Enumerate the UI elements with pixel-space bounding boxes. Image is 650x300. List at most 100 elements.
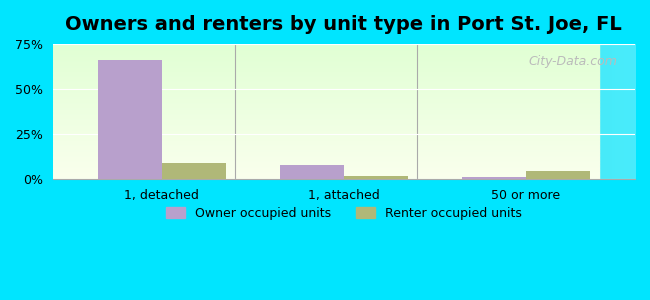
Bar xyxy=(53,128,599,129)
Bar xyxy=(53,176,599,177)
Bar xyxy=(53,131,599,132)
Bar xyxy=(53,143,599,144)
Bar xyxy=(53,162,599,163)
Bar xyxy=(53,82,599,83)
Bar xyxy=(53,114,599,116)
Bar xyxy=(53,167,599,169)
Bar xyxy=(162,163,226,179)
Bar xyxy=(53,108,599,109)
Bar xyxy=(53,56,599,57)
Bar xyxy=(53,166,599,167)
Bar xyxy=(53,163,599,165)
Bar xyxy=(526,171,590,179)
Bar xyxy=(53,46,599,48)
Bar xyxy=(53,173,599,174)
Bar xyxy=(53,51,599,52)
Bar xyxy=(53,144,599,145)
Bar xyxy=(53,103,599,105)
Bar xyxy=(526,171,590,179)
Bar xyxy=(53,87,599,88)
Bar xyxy=(53,152,599,154)
Bar xyxy=(53,57,599,59)
Bar xyxy=(53,100,599,101)
Bar xyxy=(344,176,408,179)
Bar xyxy=(53,74,599,75)
Bar xyxy=(53,61,599,63)
Bar xyxy=(53,116,599,117)
Bar xyxy=(53,140,599,142)
Bar xyxy=(162,163,226,179)
Bar xyxy=(280,165,344,179)
Bar xyxy=(53,93,599,94)
Bar xyxy=(53,91,599,93)
Bar xyxy=(53,124,599,125)
Bar xyxy=(53,75,599,76)
Bar xyxy=(53,90,599,91)
Bar xyxy=(344,176,408,179)
Bar xyxy=(53,159,599,160)
Bar xyxy=(53,86,599,87)
Bar xyxy=(53,156,599,158)
Bar xyxy=(53,68,599,70)
Bar xyxy=(53,155,599,156)
Bar xyxy=(53,95,599,97)
Bar xyxy=(53,109,599,110)
Bar xyxy=(53,64,599,66)
Bar xyxy=(53,101,599,102)
Bar xyxy=(53,127,599,128)
Bar xyxy=(53,112,599,113)
Bar xyxy=(53,142,599,143)
Bar xyxy=(462,177,526,179)
Bar xyxy=(53,177,599,178)
Bar xyxy=(53,45,599,46)
Bar xyxy=(53,120,599,121)
Bar xyxy=(53,67,599,68)
Bar xyxy=(53,98,599,100)
Bar xyxy=(280,165,344,179)
Bar xyxy=(53,158,599,159)
Bar xyxy=(53,129,599,131)
Bar xyxy=(53,118,599,120)
Bar xyxy=(53,137,599,139)
Bar xyxy=(53,94,599,95)
Bar xyxy=(53,97,599,98)
Bar xyxy=(53,174,599,176)
Bar xyxy=(53,150,599,151)
Bar xyxy=(53,122,599,124)
Bar xyxy=(53,121,599,122)
Bar xyxy=(53,52,599,53)
Bar xyxy=(53,113,599,114)
Bar xyxy=(53,88,599,90)
Bar xyxy=(53,154,599,155)
Bar xyxy=(53,106,599,108)
Bar xyxy=(53,53,599,55)
Bar xyxy=(53,165,599,166)
Bar xyxy=(53,59,599,60)
Bar xyxy=(53,169,599,170)
Bar xyxy=(462,177,526,179)
Text: City-Data.com: City-Data.com xyxy=(528,55,618,68)
Bar xyxy=(53,160,599,162)
Bar xyxy=(53,71,599,72)
Bar xyxy=(53,146,599,147)
Bar xyxy=(53,117,599,118)
Bar xyxy=(53,151,599,152)
Bar xyxy=(53,49,599,51)
Bar xyxy=(53,148,599,150)
Bar xyxy=(53,79,599,80)
Bar xyxy=(53,72,599,74)
Bar xyxy=(53,83,599,85)
Bar xyxy=(53,70,599,71)
Bar xyxy=(53,178,599,179)
Bar xyxy=(53,125,599,127)
Bar xyxy=(53,170,599,171)
Bar xyxy=(53,105,599,106)
Bar xyxy=(53,60,599,62)
Bar xyxy=(53,78,599,79)
Bar xyxy=(98,60,162,179)
Bar xyxy=(53,136,599,137)
Bar xyxy=(53,132,599,134)
Bar xyxy=(53,44,599,45)
Title: Owners and renters by unit type in Port St. Joe, FL: Owners and renters by unit type in Port … xyxy=(66,15,622,34)
Bar xyxy=(53,48,599,49)
